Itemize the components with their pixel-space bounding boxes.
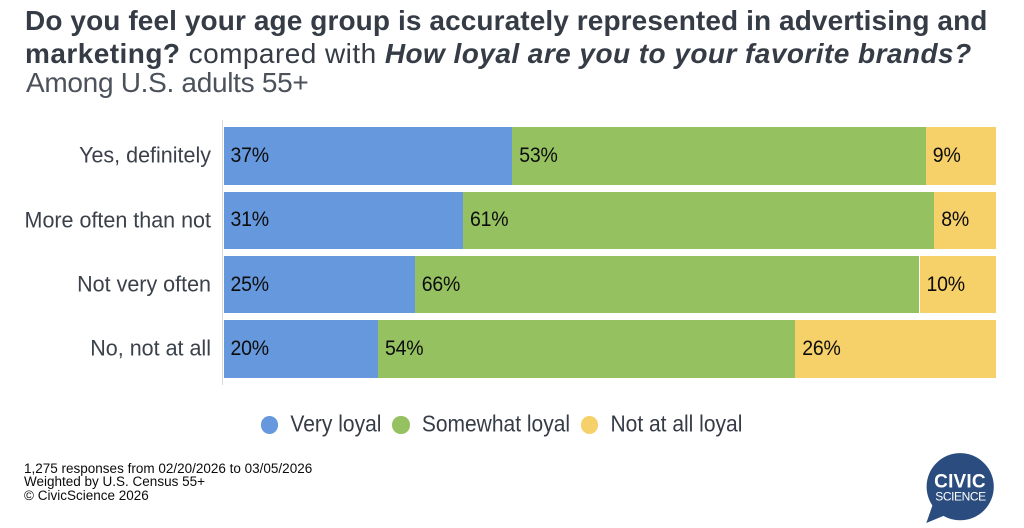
svg-text:CIVIC: CIVIC [934, 471, 986, 492]
svg-text:SCIENCE: SCIENCE [935, 489, 986, 503]
